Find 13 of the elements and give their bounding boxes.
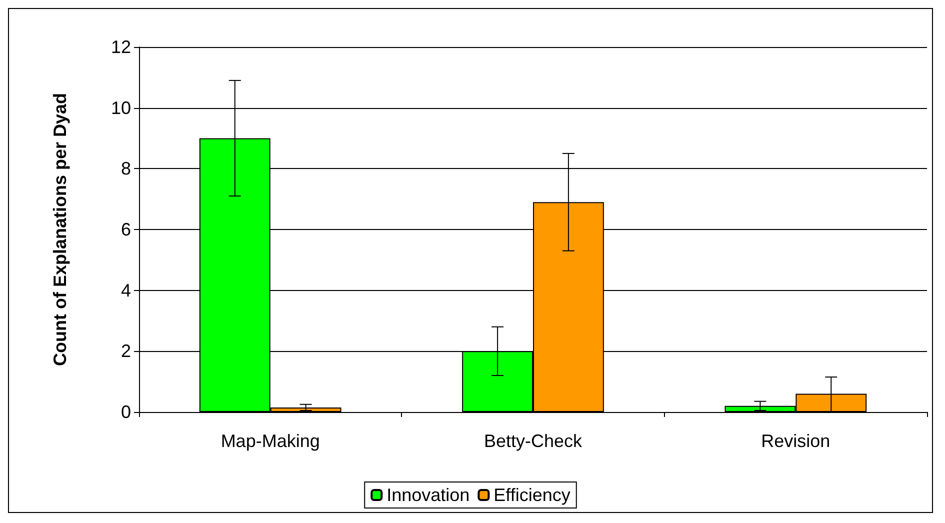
y-tick-label: 6 — [120, 220, 131, 240]
y-tick-label: 0 — [120, 402, 131, 422]
legend-label: Innovation — [386, 485, 470, 505]
x-tick-label: Revision — [761, 431, 830, 451]
y-tick-label: 10 — [110, 98, 131, 118]
x-tick-label: Map-Making — [220, 431, 320, 451]
y-tick-label: 4 — [120, 280, 131, 300]
y-tick-label: 12 — [110, 37, 131, 57]
x-tick-label: Betty-Check — [484, 431, 584, 451]
legend-label: Efficiency — [494, 485, 570, 505]
y-tick-label: 8 — [120, 158, 131, 179]
y-axis-title: Count of Explanations per Dyad — [50, 92, 70, 366]
y-tick-label: 2 — [120, 341, 131, 362]
